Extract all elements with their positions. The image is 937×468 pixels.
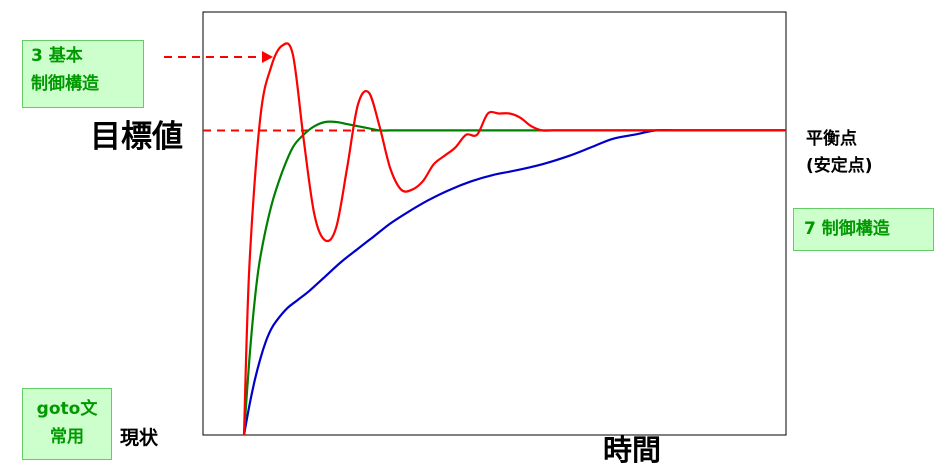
series-layer	[242, 42, 786, 436]
goto-line1: goto文	[36, 399, 98, 419]
time-axis-label: 時間	[603, 433, 662, 467]
equilibrium-label: 平衡点 (安定点)	[806, 126, 873, 180]
current-state-label: 現状	[120, 427, 159, 449]
series-line-1	[242, 120, 786, 436]
basic-structures-line2: 制御構造	[31, 74, 99, 94]
seven-structures-box: 7 制御構造	[793, 208, 934, 251]
pointer-arrowhead	[262, 51, 273, 63]
basic-structures-line1: 3 基本	[31, 46, 83, 66]
goto-box: goto文 常用	[22, 388, 112, 460]
series-line-0	[242, 42, 786, 436]
equilibrium-label-line2: (安定点)	[806, 156, 873, 176]
basic-structures-box: 3 基本 制御構造	[22, 40, 144, 108]
equilibrium-label-line1: 平衡点	[806, 129, 857, 149]
goto-line2: 常用	[50, 427, 84, 447]
target-value-label: 目標値	[90, 119, 183, 155]
series-line-2	[242, 128, 786, 436]
plot-frame	[202, 11, 787, 436]
